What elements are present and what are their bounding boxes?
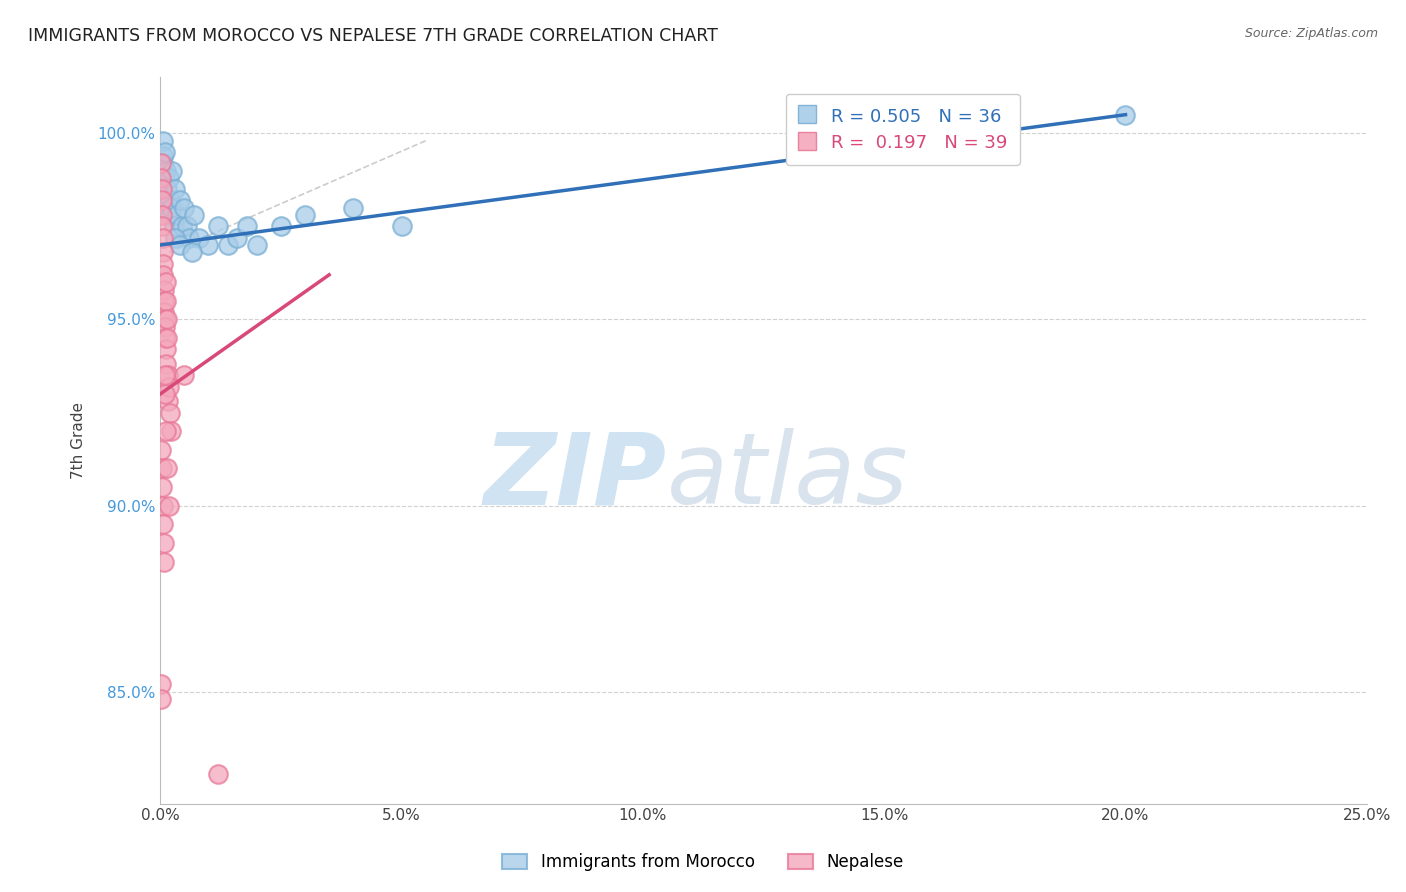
Point: [152, 517, 174, 532]
Point: [169, 238, 191, 252]
Point: [150, 692, 173, 706]
Point: [156, 182, 179, 196]
Point: [179, 230, 201, 244]
Point: [155, 293, 177, 308]
Point: [153, 320, 176, 334]
Point: [153, 293, 176, 308]
Point: [159, 194, 181, 208]
Point: [153, 312, 176, 326]
Point: [150, 461, 173, 475]
Text: IMMIGRANTS FROM MOROCCO VS NEPALESE 7TH GRADE CORRELATION CHART: IMMIGRANTS FROM MOROCCO VS NEPALESE 7TH …: [28, 27, 718, 45]
Point: [162, 163, 184, 178]
Point: [155, 357, 177, 371]
Point: [166, 208, 188, 222]
Point: [152, 134, 174, 148]
Point: [156, 368, 179, 383]
Point: [152, 156, 174, 170]
Point: [159, 208, 181, 222]
Point: [160, 201, 183, 215]
Point: [217, 238, 239, 252]
Point: [153, 331, 176, 345]
Point: [246, 238, 269, 252]
Point: [150, 171, 173, 186]
Point: [180, 245, 202, 260]
Point: [160, 424, 183, 438]
Point: [173, 368, 195, 383]
Point: [153, 387, 176, 401]
Text: ZIP: ZIP: [484, 428, 666, 525]
Point: [153, 555, 176, 569]
Point: [155, 424, 177, 438]
Legend: Immigrants from Morocco, Nepalese: Immigrants from Morocco, Nepalese: [494, 845, 912, 880]
Point: [157, 394, 180, 409]
Point: [153, 368, 176, 383]
Point: [391, 219, 413, 234]
Point: [153, 145, 176, 159]
Point: [156, 331, 179, 345]
Point: [163, 219, 186, 234]
Text: Source: ZipAtlas.com: Source: ZipAtlas.com: [1244, 27, 1378, 40]
Point: [169, 194, 191, 208]
Point: [183, 208, 205, 222]
Point: [176, 219, 198, 234]
Point: [163, 230, 186, 244]
Point: [150, 194, 173, 208]
Point: [342, 201, 364, 215]
Point: [153, 171, 176, 186]
Point: [173, 201, 195, 215]
Point: [294, 208, 316, 222]
Point: [150, 480, 173, 494]
Point: [159, 406, 181, 420]
Point: [150, 208, 173, 222]
Point: [152, 257, 174, 271]
Point: [236, 219, 259, 234]
Point: [170, 219, 193, 234]
Point: [156, 461, 179, 475]
Point: [155, 343, 177, 357]
Point: [152, 536, 174, 550]
Point: [163, 182, 186, 196]
Point: [187, 230, 209, 244]
Point: [155, 275, 177, 289]
Point: [207, 219, 229, 234]
Point: [152, 230, 174, 244]
Point: [152, 268, 174, 282]
Point: [197, 238, 219, 252]
Point: [157, 499, 180, 513]
Point: [1114, 108, 1136, 122]
Point: [150, 182, 173, 196]
Point: [150, 677, 173, 691]
Point: [156, 312, 179, 326]
Point: [153, 305, 176, 319]
Point: [152, 245, 174, 260]
Point: [152, 283, 174, 297]
Point: [157, 379, 180, 393]
Point: [152, 499, 174, 513]
Point: [270, 219, 292, 234]
Point: [157, 171, 180, 186]
Point: [226, 230, 249, 244]
Point: [207, 767, 229, 781]
Legend: R = 0.505   N = 36, R =  0.197   N = 39: R = 0.505 N = 36, R = 0.197 N = 39: [786, 94, 1019, 165]
Point: [155, 163, 177, 178]
Y-axis label: 7th Grade: 7th Grade: [72, 402, 86, 479]
Text: atlas: atlas: [666, 428, 908, 525]
Point: [152, 148, 174, 162]
Point: [150, 156, 173, 170]
Point: [150, 219, 173, 234]
Point: [150, 442, 173, 457]
